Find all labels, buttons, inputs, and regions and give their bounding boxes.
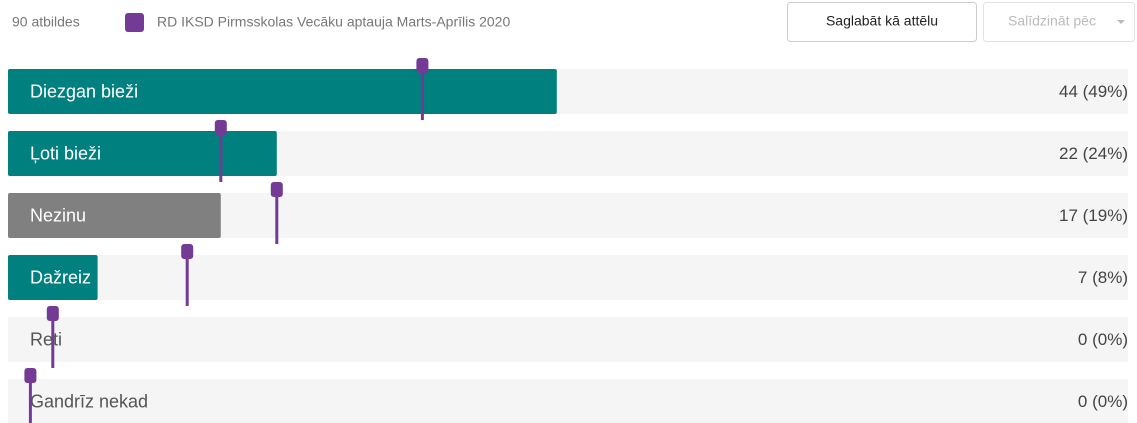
bar-track xyxy=(8,255,1128,300)
bar xyxy=(8,69,557,114)
category-label: Nezinu xyxy=(30,205,86,225)
category-label: Dažreiz xyxy=(30,267,91,287)
bar xyxy=(8,131,277,176)
bar xyxy=(8,193,221,238)
bar-track xyxy=(8,379,1128,423)
bar xyxy=(8,255,98,300)
compare-button-label[interactable]: Salīdzināt pēc xyxy=(1008,13,1096,29)
marker-head xyxy=(416,58,429,73)
category-label: Diezgan bieži xyxy=(30,81,138,101)
comparison-marker xyxy=(46,306,59,368)
value-label: 22 (24%) xyxy=(1059,144,1128,163)
dropdown-caret[interactable] xyxy=(1117,20,1125,24)
category-label: Reti xyxy=(30,329,62,349)
comparison-marker xyxy=(24,368,37,423)
legend-swatch xyxy=(125,13,144,32)
save-button[interactable] xyxy=(787,2,977,42)
comparison-marker xyxy=(416,58,429,120)
marker-head xyxy=(46,306,59,321)
save-button-label[interactable]: Saglabāt kā attēlu xyxy=(826,13,938,29)
value-label: 0 (0%) xyxy=(1078,330,1128,349)
marker-head xyxy=(270,182,283,197)
compare-button[interactable] xyxy=(983,2,1135,42)
comparison-marker xyxy=(214,120,227,182)
marker-head xyxy=(24,368,37,383)
comparison-marker xyxy=(270,182,283,244)
value-label: 17 (19%) xyxy=(1059,206,1128,225)
comparison-marker xyxy=(181,244,194,306)
marker-head xyxy=(181,244,194,259)
legend-label: RD IKSD Pirmsskolas Vecāku aptauja Marts… xyxy=(157,14,510,30)
value-label: 0 (0%) xyxy=(1078,392,1128,411)
total-responses: 90 atbildes xyxy=(12,14,80,30)
value-label: 7 (8%) xyxy=(1078,268,1128,287)
marker-head xyxy=(214,120,227,135)
value-label: 44 (49%) xyxy=(1059,82,1128,101)
category-label: Gandrīz nekad xyxy=(30,391,148,411)
bar-track xyxy=(8,317,1128,362)
category-label: Ļoti bieži xyxy=(30,143,101,163)
